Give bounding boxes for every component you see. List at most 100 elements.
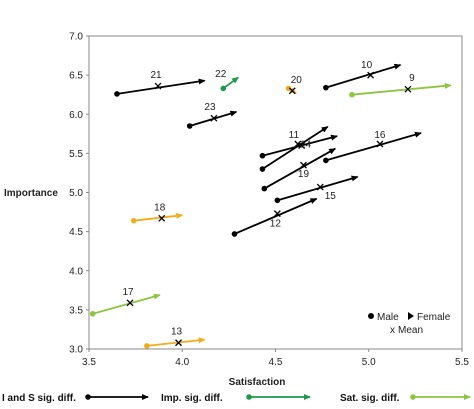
male-point — [144, 343, 150, 349]
male-point — [285, 85, 292, 92]
point-label: 17 — [122, 287, 134, 298]
arrow-line — [116, 78, 206, 95]
arrow-line — [325, 63, 402, 89]
legend: Male Female x Mean — [368, 312, 451, 336]
mean-marker — [273, 210, 281, 218]
y-tick-label: 7.0 — [69, 32, 83, 43]
point-label: 18 — [154, 202, 166, 213]
male-point — [220, 85, 227, 92]
arrow-line — [262, 134, 339, 157]
point-label: 19 — [298, 169, 310, 180]
group-legend-dot — [246, 394, 252, 400]
data-point-17: 17 — [89, 287, 161, 317]
point-label: 11 — [289, 130, 300, 141]
legend-female-marker — [408, 312, 414, 320]
data-point-10: 10 — [323, 60, 402, 91]
male-point — [130, 217, 137, 224]
y-tick-label: 6.5 — [69, 71, 83, 82]
x-tick-label: 5.5 — [455, 357, 469, 368]
arrow-line — [146, 337, 206, 347]
point-label: 20 — [291, 75, 303, 86]
mean-marker — [154, 82, 162, 90]
data-point-16: 16 — [323, 130, 422, 164]
mean-marker — [404, 85, 412, 93]
y-tick-label: 5.0 — [69, 188, 83, 199]
arrow-line — [92, 293, 161, 315]
point-label: 14 — [300, 140, 312, 151]
mean-marker — [210, 114, 218, 122]
data-point-22: 22 — [215, 69, 240, 92]
mean-marker — [376, 140, 384, 148]
male-point — [114, 91, 120, 97]
male-point — [349, 91, 355, 98]
point-label: 10 — [361, 60, 373, 71]
male-point — [323, 84, 329, 91]
x-axis-label: Satisfaction — [229, 377, 286, 388]
mean-marker — [316, 183, 324, 191]
group-legend-label: Sat. sig. diff. — [340, 393, 400, 404]
male-point — [261, 185, 268, 192]
x-tick-label: 5.0 — [362, 357, 376, 368]
arrow-line — [133, 212, 184, 222]
data-point-9: 9 — [349, 73, 452, 98]
point-label: 21 — [150, 70, 162, 81]
group-legend-label: Imp. sig. diff. — [161, 393, 223, 404]
legend-female-label: Female — [417, 312, 451, 323]
x-tick-label: 4.0 — [175, 357, 189, 368]
mean-marker — [126, 299, 134, 307]
data-point-20: 20 — [285, 75, 303, 95]
group-legend-dot — [85, 394, 91, 400]
arrow-line — [222, 76, 240, 90]
data-point-12: 12 — [231, 197, 318, 237]
point-label: 9 — [409, 73, 415, 84]
male-point — [89, 310, 96, 317]
legend-male-label: Male — [377, 312, 399, 323]
mean-marker — [158, 214, 166, 222]
legend-male-marker — [368, 313, 374, 319]
arrow-line — [351, 82, 452, 96]
mean-marker — [298, 142, 306, 150]
arrow-line — [325, 131, 422, 162]
male-point — [259, 152, 266, 159]
male-point — [274, 197, 281, 204]
male-point — [186, 123, 193, 129]
y-axis: 3.0 3.5 4.0 4.5 5.0 5.5 6.0 6.5 7.0 — [69, 32, 89, 356]
point-label: 15 — [325, 191, 337, 202]
mean-marker — [300, 161, 307, 169]
mean-marker — [367, 71, 375, 79]
data-point-11: 11 — [259, 126, 329, 172]
arrow-line — [277, 175, 359, 202]
group-legend-dot — [410, 394, 416, 400]
y-tick-label: 3.0 — [69, 345, 83, 356]
point-label: 16 — [374, 130, 386, 141]
plot-area — [88, 35, 463, 350]
group-legend: I and S sig. diff. Imp. sig. diff. Sat. si… — [2, 393, 471, 404]
data-point-18: 18 — [130, 202, 184, 224]
x-axis: 3.5 4.0 4.5 5.0 5.5 — [82, 349, 469, 368]
data-point-23: 23 — [186, 102, 238, 129]
y-tick-label: 3.5 — [69, 305, 83, 316]
male-point — [259, 166, 266, 172]
y-tick-label: 4.5 — [69, 227, 83, 238]
data-point-15: 15 — [274, 175, 359, 204]
mean-marker — [175, 339, 182, 347]
data-point-21: 21 — [114, 70, 206, 97]
data-point-19: 19 — [261, 147, 337, 192]
male-point — [323, 157, 329, 164]
data-point-13: 13 — [144, 327, 206, 349]
legend-mean-marker: x — [390, 325, 395, 336]
arrow-line — [263, 147, 337, 190]
mean-marker — [288, 87, 296, 95]
male-point — [231, 231, 238, 237]
x-tick-label: 4.5 — [269, 357, 283, 368]
legend-mean-label: Mean — [398, 325, 423, 336]
group-legend-label: I and S sig. diff. — [2, 393, 76, 404]
point-label: 12 — [270, 219, 282, 230]
point-label: 13 — [171, 327, 183, 338]
y-tick-label: 5.5 — [69, 149, 83, 160]
y-tick-label: 4.0 — [69, 266, 83, 277]
x-tick-label: 3.5 — [82, 357, 96, 368]
data-point-14: 14 — [259, 134, 339, 159]
